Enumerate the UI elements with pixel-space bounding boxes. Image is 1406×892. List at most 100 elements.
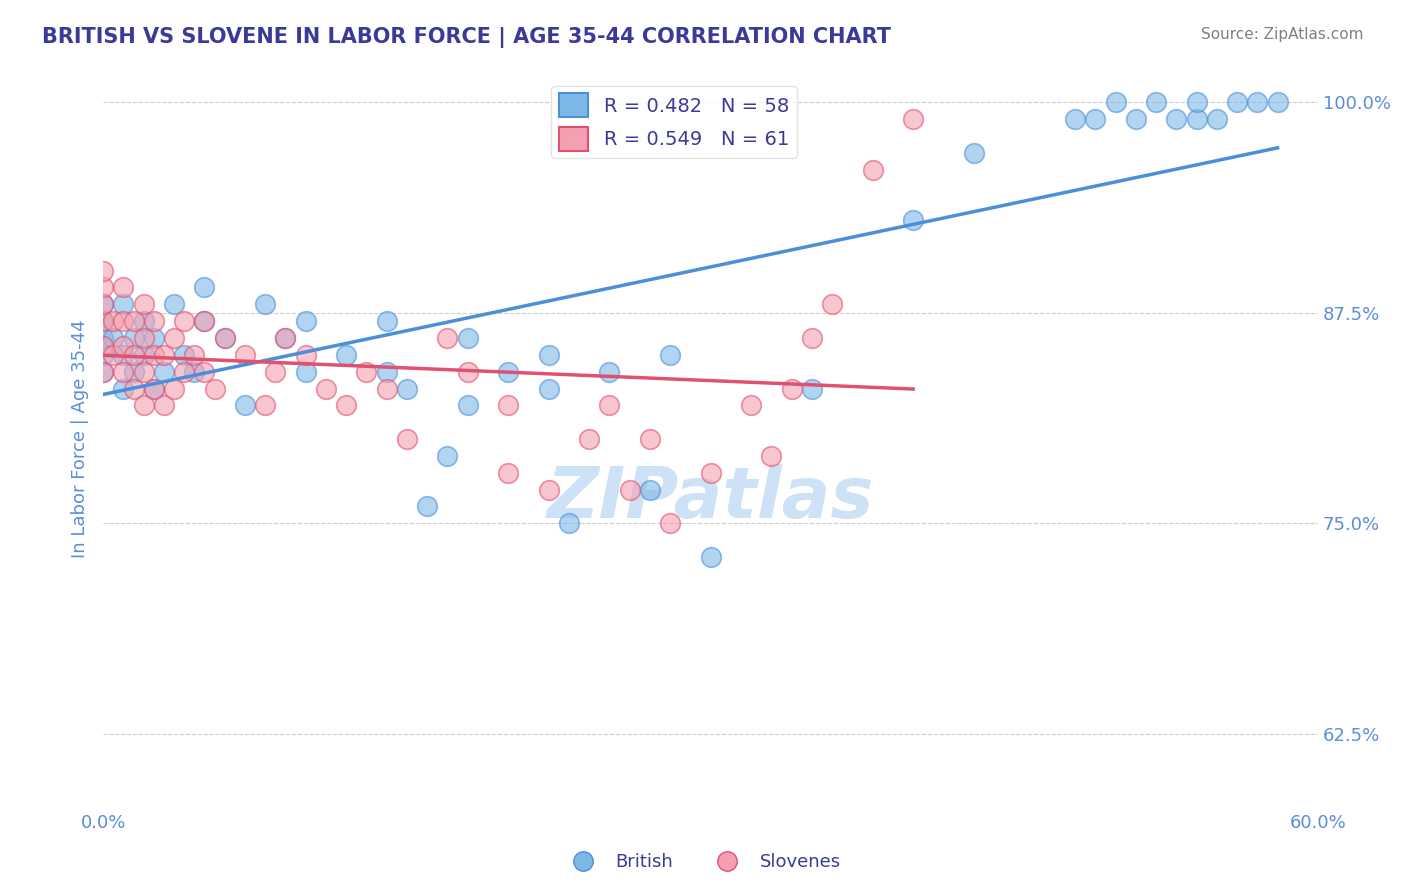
- Point: [91, 339, 114, 353]
- Point: [122, 314, 145, 328]
- Text: Source: ZipAtlas.com: Source: ZipAtlas.com: [1201, 27, 1364, 42]
- Point: [103, 348, 125, 362]
- Point: [153, 348, 176, 362]
- Point: [103, 331, 125, 345]
- Point: [537, 382, 560, 396]
- Point: [699, 466, 721, 480]
- Point: [214, 331, 236, 345]
- Point: [193, 365, 215, 379]
- Legend: British, Slovenes: British, Slovenes: [558, 847, 848, 879]
- Text: BRITISH VS SLOVENE IN LABOR FORCE | AGE 35-44 CORRELATION CHART: BRITISH VS SLOVENE IN LABOR FORCE | AGE …: [42, 27, 891, 48]
- Text: ZIPatlas: ZIPatlas: [547, 464, 875, 533]
- Point: [457, 365, 479, 379]
- Point: [457, 331, 479, 345]
- Point: [163, 331, 186, 345]
- Point: [335, 348, 357, 362]
- Point: [1185, 95, 1208, 110]
- Point: [91, 297, 114, 311]
- Point: [233, 348, 256, 362]
- Point: [659, 348, 682, 362]
- Point: [122, 331, 145, 345]
- Point: [214, 331, 236, 345]
- Point: [1267, 95, 1289, 110]
- Point: [800, 382, 823, 396]
- Point: [112, 348, 135, 362]
- Point: [1166, 112, 1188, 126]
- Point: [619, 483, 641, 497]
- Point: [1104, 95, 1126, 110]
- Point: [699, 549, 721, 564]
- Point: [1205, 112, 1227, 126]
- Point: [780, 382, 803, 396]
- Point: [112, 339, 135, 353]
- Point: [294, 365, 316, 379]
- Point: [193, 314, 215, 328]
- Point: [659, 516, 682, 531]
- Point: [537, 348, 560, 362]
- Point: [91, 348, 114, 362]
- Point: [122, 365, 145, 379]
- Point: [436, 331, 458, 345]
- Point: [132, 398, 155, 412]
- Point: [638, 483, 661, 497]
- Point: [163, 297, 186, 311]
- Point: [132, 331, 155, 345]
- Point: [375, 382, 398, 396]
- Point: [142, 382, 165, 396]
- Point: [537, 483, 560, 497]
- Point: [163, 382, 186, 396]
- Point: [1084, 112, 1107, 126]
- Point: [91, 331, 114, 345]
- Point: [112, 382, 135, 396]
- Point: [862, 162, 884, 177]
- Point: [193, 280, 215, 294]
- Point: [375, 314, 398, 328]
- Point: [132, 314, 155, 328]
- Point: [496, 398, 519, 412]
- Point: [91, 263, 114, 277]
- Point: [1185, 112, 1208, 126]
- Point: [496, 365, 519, 379]
- Point: [1144, 95, 1167, 110]
- Point: [901, 112, 924, 126]
- Point: [132, 365, 155, 379]
- Point: [963, 145, 986, 160]
- Point: [254, 297, 277, 311]
- Y-axis label: In Labor Force | Age 35-44: In Labor Force | Age 35-44: [72, 319, 89, 558]
- Point: [193, 314, 215, 328]
- Point: [800, 331, 823, 345]
- Point: [204, 382, 226, 396]
- Point: [294, 348, 316, 362]
- Point: [1125, 112, 1147, 126]
- Point: [740, 398, 762, 412]
- Point: [598, 365, 620, 379]
- Point: [91, 297, 114, 311]
- Point: [901, 213, 924, 227]
- Point: [335, 398, 357, 412]
- Point: [91, 365, 114, 379]
- Point: [274, 331, 297, 345]
- Point: [112, 280, 135, 294]
- Point: [436, 449, 458, 463]
- Point: [457, 398, 479, 412]
- Point: [821, 297, 844, 311]
- Point: [91, 314, 114, 328]
- Point: [274, 331, 297, 345]
- Point: [173, 348, 195, 362]
- Point: [375, 365, 398, 379]
- Point: [315, 382, 337, 396]
- Point: [91, 365, 114, 379]
- Point: [112, 365, 135, 379]
- Point: [173, 365, 195, 379]
- Point: [122, 348, 145, 362]
- Point: [233, 398, 256, 412]
- Point: [142, 314, 165, 328]
- Point: [142, 348, 165, 362]
- Point: [132, 348, 155, 362]
- Point: [395, 382, 418, 396]
- Point: [142, 382, 165, 396]
- Legend: R = 0.482   N = 58, R = 0.549   N = 61: R = 0.482 N = 58, R = 0.549 N = 61: [551, 86, 797, 159]
- Point: [1064, 112, 1087, 126]
- Point: [132, 297, 155, 311]
- Point: [122, 382, 145, 396]
